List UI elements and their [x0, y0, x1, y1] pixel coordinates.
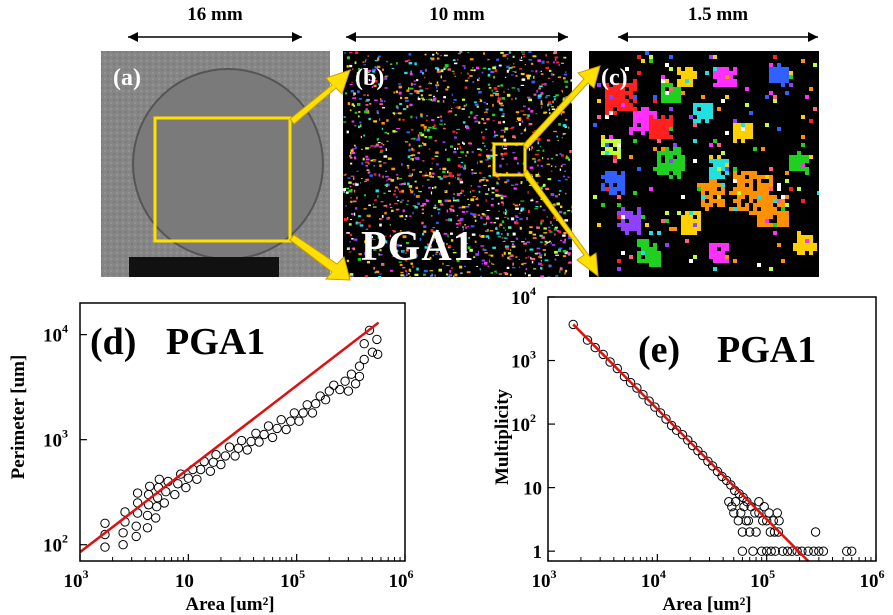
chart-d-point	[329, 380, 339, 390]
chart-d-point	[364, 325, 375, 335]
chart-d-point	[118, 540, 128, 550]
chart-d-point	[367, 347, 378, 357]
chart-d-point	[294, 416, 304, 426]
chart-d-point	[145, 481, 155, 491]
scale-bar-a-label: 16 mm	[187, 4, 243, 25]
chart-d-point	[335, 384, 345, 395]
chart-d-ticks: 103 10 105 106 102 103 104	[43, 322, 414, 592]
panel-c-cluster-map	[593, 51, 819, 271]
scale-bar-b-arrow	[346, 32, 568, 42]
chart-d-point	[267, 432, 278, 443]
chart-d-point	[340, 376, 350, 386]
chart-d-point	[289, 408, 299, 418]
panel-b-sample-name: PGA1	[361, 224, 475, 270]
chart-d-point	[230, 451, 240, 461]
chart-d-point	[131, 531, 141, 542]
chart-d-panel-label: (d)	[90, 321, 136, 363]
chart-d-point	[152, 502, 162, 512]
chart-d-point	[307, 408, 318, 418]
chart-d-point	[236, 435, 247, 446]
chart-d-point	[286, 416, 296, 426]
chart-d-point	[196, 464, 206, 475]
chart-d-point	[176, 469, 186, 479]
chart-d-point	[100, 518, 110, 528]
chart-d-point	[142, 510, 153, 521]
chart-d-fit-line	[79, 321, 380, 554]
chart-d-point	[242, 445, 253, 455]
chart-d-point	[272, 423, 282, 434]
chart-d-y-tick-label: 102	[43, 532, 68, 557]
chart-d-point	[131, 521, 141, 531]
chart-d-point	[173, 479, 183, 489]
chart-d-point	[359, 339, 369, 349]
chart-d-point	[251, 428, 261, 438]
chart-d-x-tick-label: 106	[389, 567, 414, 592]
chart-d-point	[276, 415, 286, 425]
chart-d-point	[132, 488, 143, 498]
chart-d-point	[259, 429, 269, 440]
chart-d-ylabel: Perimeter [um]	[8, 355, 29, 480]
chart-d-point	[100, 529, 110, 540]
chart-d-point	[216, 459, 226, 470]
chart-d-point	[359, 354, 369, 365]
chart-d-point	[154, 474, 165, 484]
chart-d-point	[350, 379, 361, 389]
chart-d-point	[320, 395, 331, 405]
chart-d-x-tick-label: 103	[64, 567, 89, 592]
scale-bar-c: 1.5 mm	[614, 0, 822, 48]
chart-d-point	[324, 386, 334, 396]
chart-d-point	[183, 473, 194, 483]
chart-d-point	[211, 450, 221, 460]
panel-b-label: (b)	[355, 65, 385, 91]
chart-d-point	[298, 408, 308, 418]
scale-bar-a: 16 mm	[124, 0, 306, 48]
scale-bar-c-label: 1.5 mm	[687, 4, 749, 25]
chart-d-point	[192, 474, 202, 484]
panel-c-image: (c)	[589, 51, 819, 277]
chart-d-point	[281, 424, 291, 435]
chart-d-point	[354, 361, 365, 371]
chart-d-point	[159, 498, 170, 508]
chart-d-point	[263, 421, 274, 431]
chart-d-point	[302, 400, 312, 410]
chart-d-point	[372, 334, 382, 345]
chart-d-point	[354, 371, 365, 382]
chart-d-x-tick-label: 10	[175, 571, 194, 592]
panel-a-highlight-box	[153, 116, 292, 243]
chart-d-x-tick-label: 105	[280, 567, 305, 592]
chart-d-point	[151, 513, 161, 523]
chart-d-point	[254, 437, 264, 447]
chart-d-point	[205, 466, 216, 476]
chart-d-point	[142, 523, 153, 533]
chart-d-point	[343, 386, 354, 396]
scale-bar-b-label: 10 mm	[429, 4, 485, 25]
chart-d-point	[220, 451, 231, 461]
chart-d-y-tick-label: 103	[43, 427, 68, 452]
chart-d-point	[346, 369, 357, 379]
chart-d-point	[100, 542, 110, 552]
panel-c-label: (c)	[601, 65, 628, 91]
chart-d-point	[170, 489, 180, 500]
chart-d-series-label: PGA1	[166, 321, 265, 363]
chart-d-frame	[79, 302, 406, 562]
chart-d-point	[373, 349, 383, 359]
chart-d-point	[246, 436, 256, 447]
chart-d-y-tick-label: 104	[43, 322, 68, 347]
panel-a-label: (a)	[113, 65, 141, 91]
chart-d-xlabel: Area [um²]	[185, 594, 274, 615]
scale-bar-c-arrow	[618, 32, 818, 42]
scale-bar-a-arrow	[128, 32, 302, 42]
scale-bar-b: 10 mm	[342, 0, 572, 48]
chart-d-point	[118, 528, 128, 538]
chart-d-point	[224, 442, 235, 452]
chart-d-point	[311, 399, 321, 409]
chart-d-point	[181, 482, 191, 493]
